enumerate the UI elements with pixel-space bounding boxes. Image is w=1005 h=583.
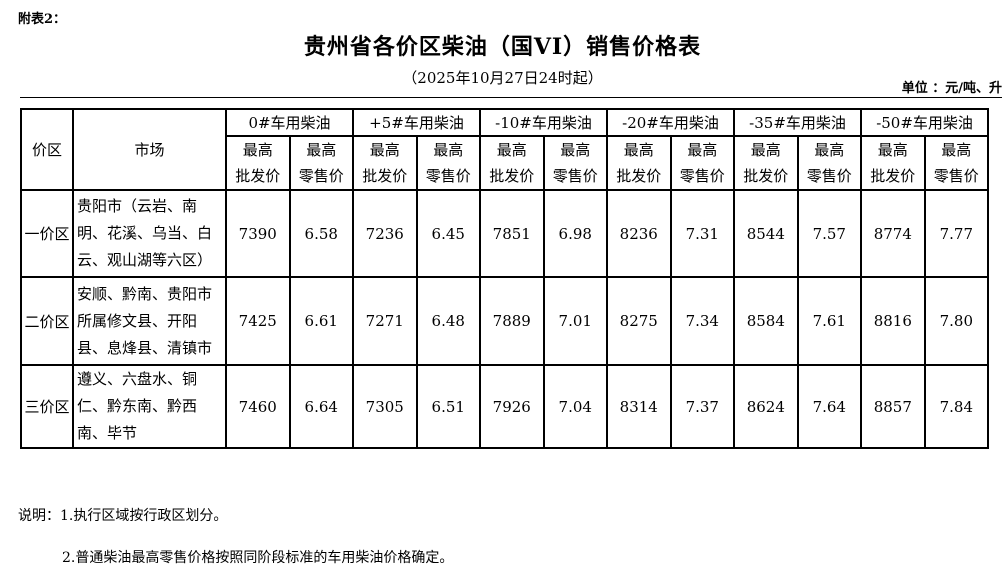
price-cell: 8624: [733, 364, 799, 449]
price-cell: 7305: [352, 364, 418, 449]
price-cell: 6.58: [288, 189, 354, 278]
price-cell: 7390: [225, 189, 291, 278]
price-cell: 6.51: [415, 364, 481, 449]
price-cell: 7.04: [542, 364, 609, 449]
fuel-group-header-minus10: -10#车用柴油: [478, 108, 609, 137]
subheader-max-wholesale: 最高 批发价: [606, 135, 672, 191]
price-cell: 7.84: [923, 364, 990, 449]
subheader-max-retail: 最高 零售价: [669, 135, 736, 191]
price-cell: 8236: [606, 189, 672, 278]
fuel-group-header-plus5: +5#车用柴油: [352, 108, 481, 137]
price-cell: 8314: [606, 364, 672, 449]
subheader-max-wholesale: 最高 批发价: [479, 135, 545, 191]
subheader-max-retail: 最高 零售价: [923, 135, 990, 191]
price-cell: 7.64: [796, 364, 863, 449]
price-cell: 8774: [860, 189, 926, 278]
price-cell: 7271: [352, 276, 418, 366]
zone-cell: 一价区: [20, 189, 74, 278]
column-header-zone: 价区: [20, 108, 74, 191]
price-cell: 6.98: [542, 189, 609, 278]
price-cell: 6.64: [288, 364, 354, 449]
note-item-2: 2.普通柴油最高零售价格按照同阶段标准的车用柴油价格确定。: [62, 550, 454, 566]
subheader-max-wholesale: 最高 批发价: [352, 135, 418, 191]
subheader-max-wholesale: 最高 批发价: [733, 135, 799, 191]
price-cell: 7.31: [669, 189, 736, 278]
fuel-group-header-minus35: -35#车用柴油: [733, 108, 863, 137]
fuel-group-header-0: 0#车用柴油: [225, 108, 354, 137]
table-row-zone2: 二价区 安顺、黔南、贵阳市所属修文县、开阳县、息烽县、清镇市 7425 6.61…: [20, 276, 990, 366]
price-cell: 7460: [225, 364, 291, 449]
price-cell: 8584: [733, 276, 799, 366]
note-line-1: 说明：1.执行区域按行政区划分。: [18, 505, 227, 525]
subheader-max-wholesale: 最高 批发价: [860, 135, 926, 191]
unit-rule: 单位 ：元/吨、升: [20, 80, 1002, 98]
attachment-label: 附表2：: [18, 12, 67, 27]
header-group-row: 价区 市场 0#车用柴油 +5#车用柴油 -10#车用柴油 -20#车用柴油 -…: [20, 108, 990, 191]
price-cell: 7.01: [542, 276, 609, 366]
price-cell: 7.37: [669, 364, 736, 449]
fuel-group-header-minus50: -50#车用柴油: [860, 108, 990, 137]
subheader-max-retail: 最高 零售价: [288, 135, 354, 191]
price-cell: 7.57: [796, 189, 863, 278]
price-cell: 7.77: [923, 189, 990, 278]
zone-cell: 二价区: [20, 276, 74, 366]
zone-cell: 三价区: [20, 364, 74, 449]
price-cell: 7926: [479, 364, 545, 449]
market-cell: 遵义、六盘水、铜仁、黔东南、黔西南、毕节: [72, 364, 227, 449]
page-title: 贵州省各价区柴油（国VI）销售价格表: [303, 34, 702, 60]
header-sub-row: 最高 批发价 最高 零售价 最高 批发价 最高 零售价 最高 批发价 最高 零售价 最高 批发…: [21, 135, 990, 191]
price-cell: 7.34: [669, 276, 736, 366]
price-table: 价区 市场 0#车用柴油 +5#车用柴油 -10#车用柴油 -20#车用柴油 -…: [20, 108, 990, 449]
price-cell: 6.45: [415, 189, 481, 278]
subheader-max-wholesale: 最高 批发价: [225, 135, 291, 191]
subheader-max-retail: 最高 零售价: [415, 135, 481, 191]
notes-prefix: 说明：: [18, 508, 60, 524]
price-cell: 7851: [479, 189, 545, 278]
note-item-1: 1.执行区域按行政区划分。: [60, 508, 228, 524]
price-cell: 7425: [225, 276, 291, 366]
price-cell: 7236: [352, 189, 418, 278]
price-cell: 8816: [860, 276, 926, 366]
price-cell: 7.80: [923, 276, 990, 366]
fuel-group-header-minus20: -20#车用柴油: [606, 108, 736, 137]
market-cell: 安顺、黔南、贵阳市所属修文县、开阳县、息烽县、清镇市: [72, 276, 227, 366]
price-cell: 7889: [479, 276, 545, 366]
price-cell: 7.61: [796, 276, 863, 366]
price-cell: 6.61: [288, 276, 354, 366]
market-cell: 贵阳市（云岩、南明、花溪、乌当、白云、观山湖等六区）: [72, 189, 227, 278]
price-cell: 8857: [860, 364, 926, 449]
subheader-max-retail: 最高 零售价: [796, 135, 863, 191]
column-header-market: 市场: [72, 108, 227, 191]
subheader-max-retail: 最高 零售价: [542, 135, 609, 191]
table-row-zone1: 一价区 贵阳市（云岩、南明、花溪、乌当、白云、观山湖等六区） 7390 6.58…: [20, 189, 990, 278]
price-cell: 8544: [733, 189, 799, 278]
unit-label: 单位 ：元/吨、升: [901, 81, 1002, 96]
effective-date-subtitle: （2025年10月27日24时起）: [402, 69, 603, 87]
price-cell: 6.48: [415, 276, 481, 366]
table-row-zone3: 三价区 遵义、六盘水、铜仁、黔东南、黔西南、毕节 7460 6.64 7305 …: [20, 364, 990, 449]
price-cell: 8275: [606, 276, 672, 366]
